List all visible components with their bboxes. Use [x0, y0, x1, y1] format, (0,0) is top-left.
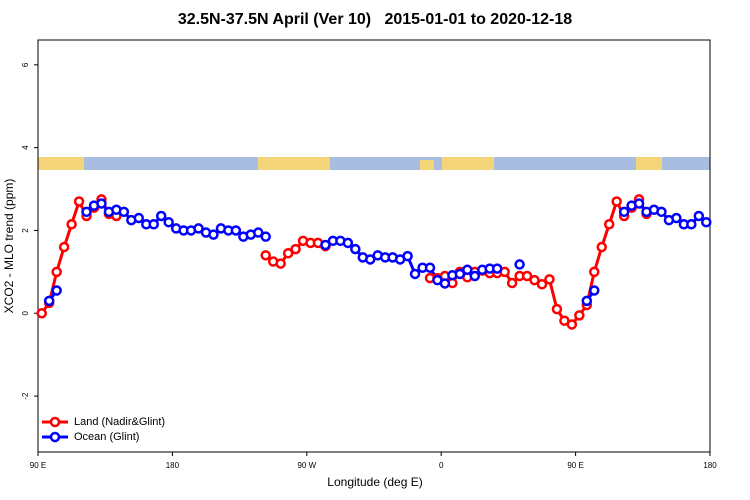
data-point: [701, 216, 712, 228]
data-point: [275, 258, 286, 269]
legend-marker: [49, 431, 61, 443]
legend-marker: [49, 416, 61, 428]
data-point: [81, 206, 92, 218]
y-tick-label: 6: [21, 62, 30, 67]
y-tick-label: 4: [21, 145, 30, 150]
data-point: [424, 262, 436, 273]
y-axis-label: XCO2 - MLO trend (ppm): [2, 179, 16, 314]
legend-item: Ocean (Glint): [42, 431, 139, 443]
data-point: [491, 263, 503, 274]
legend-label: Ocean (Glint): [74, 431, 139, 443]
data-point: [51, 266, 62, 278]
data-point: [551, 303, 563, 315]
data-point: [462, 264, 473, 276]
data-point: [589, 266, 600, 278]
data-point: [342, 237, 354, 249]
x-tick-label: 90 W: [297, 461, 316, 470]
data-point: [514, 259, 525, 270]
data-point: [536, 279, 548, 290]
data-point: [618, 206, 630, 218]
map-strip: [38, 157, 710, 170]
data-point: [581, 295, 593, 307]
data-point: [402, 250, 413, 262]
data-point: [506, 277, 518, 289]
data-point: [118, 206, 130, 218]
data-point: [282, 247, 294, 259]
chart-title: 32.5N-37.5N April (Ver 10) 2015-01-01 to…: [178, 11, 572, 28]
data-point: [193, 223, 204, 234]
data-point: [36, 308, 47, 319]
y-tick-label: 0: [21, 311, 30, 316]
data-point: [566, 319, 578, 330]
x-tick-label: 180: [166, 461, 180, 470]
data-point: [529, 274, 540, 286]
data-point: [671, 212, 682, 224]
data-point: [260, 231, 271, 242]
data-point: [469, 270, 481, 282]
data-point: [73, 196, 85, 207]
data-point: [589, 285, 600, 296]
data-point: [148, 219, 159, 230]
data-point: [96, 198, 107, 209]
data-point: [656, 206, 667, 218]
data-point: [230, 225, 242, 236]
x-tick-label: 90 E: [30, 461, 46, 470]
data-point: [439, 278, 451, 289]
data-point: [521, 270, 533, 282]
data-point: [43, 295, 55, 307]
data-point: [409, 268, 421, 280]
y-tick-label: 2: [21, 228, 30, 233]
legend-item: Land (Nadir&Glint): [42, 416, 165, 428]
data-point: [454, 268, 466, 280]
data-point: [611, 196, 622, 207]
data-point: [163, 216, 174, 228]
plot-frame: [37, 39, 711, 453]
data-point: [133, 212, 145, 224]
data-point: [693, 210, 705, 222]
x-tick-label: 90 E: [567, 461, 583, 470]
x-axis-label: Longitude (deg E): [327, 475, 422, 489]
data-point: [260, 250, 271, 261]
data-point: [58, 241, 70, 253]
data-point: [320, 239, 331, 251]
data-point: [350, 243, 361, 255]
data-point: [596, 241, 607, 253]
data-point: [66, 219, 77, 230]
data-point: [155, 210, 167, 222]
x-tick-label: 0: [439, 461, 444, 470]
x-tick-label: 180: [703, 461, 717, 470]
legend-label: Land (Nadir&Glint): [74, 416, 165, 428]
data-point: [686, 219, 697, 230]
data-point: [208, 229, 219, 240]
data-point: [544, 274, 555, 285]
data-point: [603, 219, 615, 230]
data-point: [290, 243, 301, 255]
data-point: [365, 254, 376, 265]
data-point: [574, 310, 585, 321]
data-point: [51, 285, 62, 296]
data-point: [633, 198, 645, 209]
data-point: [253, 227, 264, 238]
y-tick-label: -2: [21, 392, 30, 400]
